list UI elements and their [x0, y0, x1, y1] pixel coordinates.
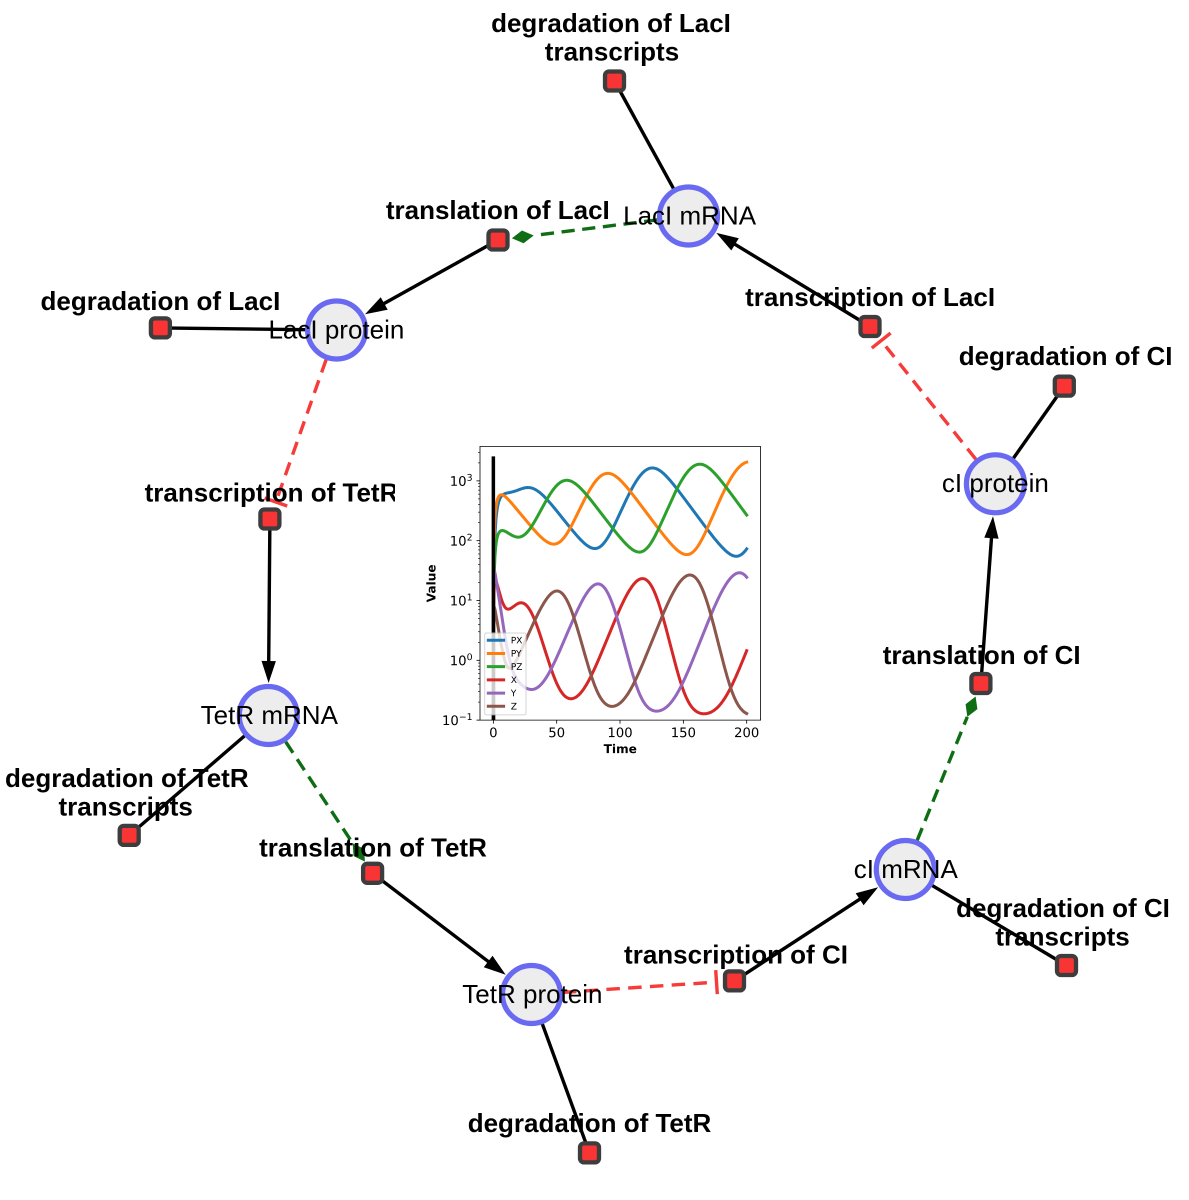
svg-text:degradation of LacI: degradation of LacI [491, 8, 731, 38]
svg-text:translation of CI: translation of CI [883, 640, 1081, 670]
svg-text:transcription of CI: transcription of CI [624, 940, 848, 970]
svg-text:transcription of TetR: transcription of TetR [145, 478, 399, 508]
svg-text:degradation of LacI: degradation of LacI [40, 286, 280, 316]
svg-text:transcripts: transcripts [545, 37, 679, 67]
svg-text:degradation of TetR: degradation of TetR [468, 1108, 712, 1138]
svg-text:translation of TetR: translation of TetR [259, 833, 487, 863]
svg-text:degradation of CI: degradation of CI [956, 893, 1170, 923]
svg-text:TetR protein: TetR protein [462, 979, 602, 1009]
svg-text:LacI protein: LacI protein [268, 314, 404, 344]
svg-text:transcription of LacI: transcription of LacI [745, 282, 995, 312]
svg-text:cI protein: cI protein [942, 468, 1049, 498]
svg-text:LacI mRNA: LacI mRNA [623, 200, 757, 230]
svg-text:degradation of TetR: degradation of TetR [5, 763, 249, 793]
svg-text:degradation of CI: degradation of CI [959, 341, 1173, 371]
svg-text:transcripts: transcripts [995, 921, 1129, 951]
svg-text:cI mRNA: cI mRNA [854, 854, 959, 884]
svg-text:TetR mRNA: TetR mRNA [201, 700, 339, 730]
svg-text:translation of LacI: translation of LacI [386, 195, 610, 225]
svg-text:transcripts: transcripts [59, 791, 193, 821]
